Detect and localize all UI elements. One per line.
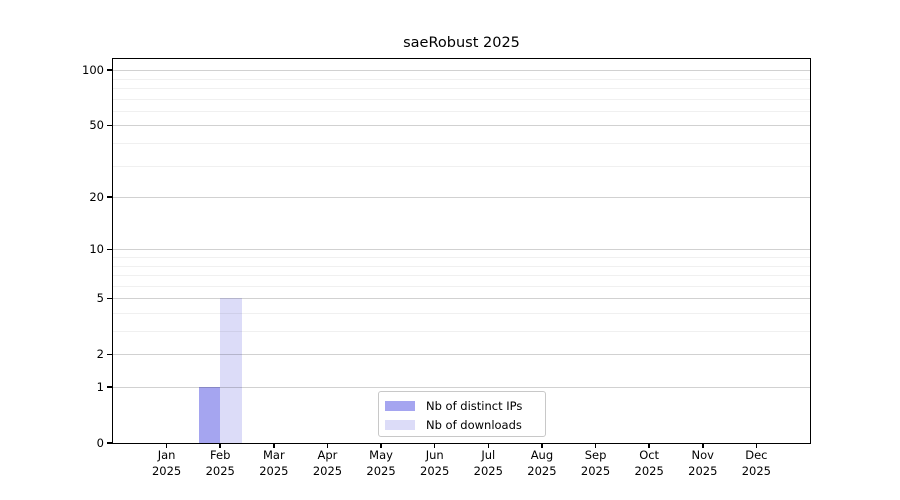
x-tick-label-line: 2025: [312, 463, 343, 478]
x-tick-label-line: Nov: [691, 448, 714, 462]
x-tick-label: Sep 2025: [568, 448, 624, 479]
minor-gridline: [113, 143, 810, 144]
x-tick-label: Feb 2025: [192, 448, 248, 479]
y-tick-label: 100: [82, 63, 104, 78]
x-tick-label-line: 2025: [420, 463, 450, 478]
x-tick-label-line: 2025: [580, 463, 611, 478]
major-gridline: [113, 125, 810, 127]
x-tick-label-line: Jan: [157, 448, 176, 462]
x-tick-label-line: Sep: [584, 448, 607, 462]
x-tick-label-line: Jun: [425, 448, 444, 462]
x-tick-label: Oct 2025: [621, 448, 677, 479]
x-tick-label-line: Feb: [210, 448, 231, 462]
x-tick-mark: [273, 443, 275, 448]
downloads-swatch: [385, 419, 415, 430]
y-tick-mark: [107, 69, 112, 71]
x-tick-label-line: May: [369, 448, 393, 462]
x-tick-label-line: Apr: [317, 448, 338, 462]
chart-title: saeRobust 2025: [403, 35, 520, 51]
x-tick-mark: [702, 443, 704, 448]
y-tick-mark: [107, 353, 112, 355]
x-tick-label: Jul 2025: [460, 448, 516, 479]
y-tick-mark: [107, 196, 112, 198]
x-tick-label-line: Dec: [745, 448, 768, 462]
x-tick-mark: [433, 443, 436, 448]
y-tick-mark: [107, 297, 112, 299]
legend-row-downloads: Nb of downloads: [385, 415, 545, 434]
x-tick-label-line: 2025: [741, 463, 772, 478]
plot-area: [113, 59, 810, 443]
x-tick-label-line: Aug: [530, 448, 554, 462]
bar-downloads: [220, 298, 242, 443]
x-tick-label-line: 2025: [473, 463, 503, 478]
x-tick-label-line: Jul: [481, 448, 496, 462]
legend: Nb of distinct IPs Nb of downloads: [378, 391, 546, 437]
x-tick-mark: [755, 443, 758, 448]
y-tick-label: 20: [89, 190, 104, 205]
x-tick-label-line: 2025: [634, 463, 664, 478]
legend-label-downloads: Nb of downloads: [426, 417, 522, 432]
x-tick-mark: [648, 443, 650, 448]
x-tick-label-line: 2025: [527, 463, 557, 478]
x-tick-label-line: 2025: [205, 463, 235, 478]
y-tick-label: 2: [96, 347, 104, 362]
minor-gridline: [113, 256, 810, 258]
x-tick-label: Jun 2025: [407, 448, 463, 479]
major-gridline: [113, 197, 810, 199]
y-tick-label: 5: [96, 291, 104, 306]
x-tick-label: Aug 2025: [514, 448, 570, 479]
x-tick-label: Mar 2025: [246, 448, 302, 479]
minor-gridline: [113, 110, 810, 112]
minor-gridline: [113, 165, 810, 167]
x-tick-label-line: Mar: [262, 448, 285, 462]
x-tick-mark: [541, 443, 543, 448]
x-tick-label: Nov 2025: [675, 448, 731, 479]
bar-distinct-ips: [198, 387, 221, 443]
minor-gridline: [113, 285, 810, 287]
x-tick-label-line: 2025: [151, 463, 182, 478]
x-tick-mark: [380, 443, 382, 448]
legend-row-distinct-ips: Nb of distinct IPs: [385, 396, 545, 415]
x-tick-mark: [487, 443, 490, 448]
x-tick-label-line: 2025: [259, 463, 289, 478]
y-tick-label: 50: [89, 118, 104, 133]
x-tick-mark: [594, 443, 597, 448]
x-tick-label-line: 2025: [366, 463, 396, 478]
x-tick-label-line: Oct: [639, 448, 660, 462]
y-tick-mark: [107, 442, 112, 444]
major-gridline: [113, 298, 810, 300]
major-gridline: [113, 70, 810, 72]
legend-label-distinct-ips: Nb of distinct IPs: [426, 398, 523, 413]
minor-gridline: [113, 275, 810, 277]
y-tick-label: 10: [89, 242, 104, 257]
x-tick-label: May 2025: [353, 448, 409, 479]
y-tick-mark: [107, 124, 112, 127]
x-tick-label: Apr 2025: [299, 448, 355, 479]
y-tick-mark: [107, 248, 112, 251]
major-gridline: [113, 354, 810, 356]
minor-gridline: [113, 88, 810, 89]
y-tick-label: 1: [96, 380, 104, 394]
major-gridline: [113, 249, 810, 251]
x-tick-mark: [219, 443, 221, 448]
x-tick-mark: [326, 443, 329, 448]
y-tick-mark: [107, 386, 112, 388]
x-tick-label: Jan 2025: [139, 448, 195, 479]
y-tick-label: 0: [96, 436, 104, 450]
distinct-ips-swatch: [385, 400, 415, 411]
major-gridline: [113, 387, 810, 388]
x-tick-mark: [165, 443, 168, 448]
minor-gridline: [113, 265, 810, 267]
x-tick-label-line: 2025: [688, 463, 718, 478]
x-tick-label: Dec 2025: [728, 448, 784, 479]
minor-gridline: [113, 78, 810, 80]
minor-gridline: [113, 98, 810, 100]
minor-gridline: [113, 312, 810, 314]
minor-gridline: [113, 331, 810, 332]
